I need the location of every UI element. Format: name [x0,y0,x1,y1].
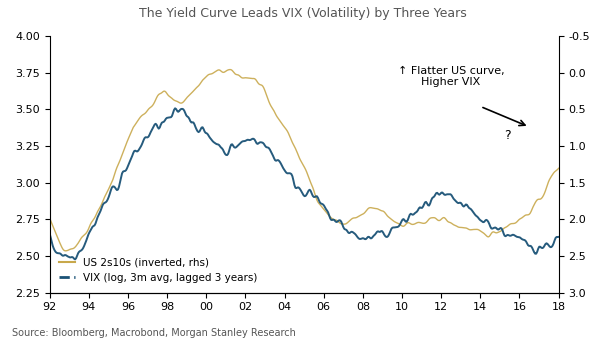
Text: ?: ? [504,129,511,142]
Text: The Yield Curve Leads VIX (Volatility) by Three Years: The Yield Curve Leads VIX (Volatility) b… [139,7,466,20]
Text: Source: Bloomberg, Macrobond, Morgan Stanley Research: Source: Bloomberg, Macrobond, Morgan Sta… [12,328,296,338]
Legend: US 2s10s (inverted, rhs), VIX (log, 3m avg, lagged 3 years): US 2s10s (inverted, rhs), VIX (log, 3m a… [55,253,261,287]
Text: ↑ Flatter US curve,
Higher VIX: ↑ Flatter US curve, Higher VIX [397,66,505,87]
